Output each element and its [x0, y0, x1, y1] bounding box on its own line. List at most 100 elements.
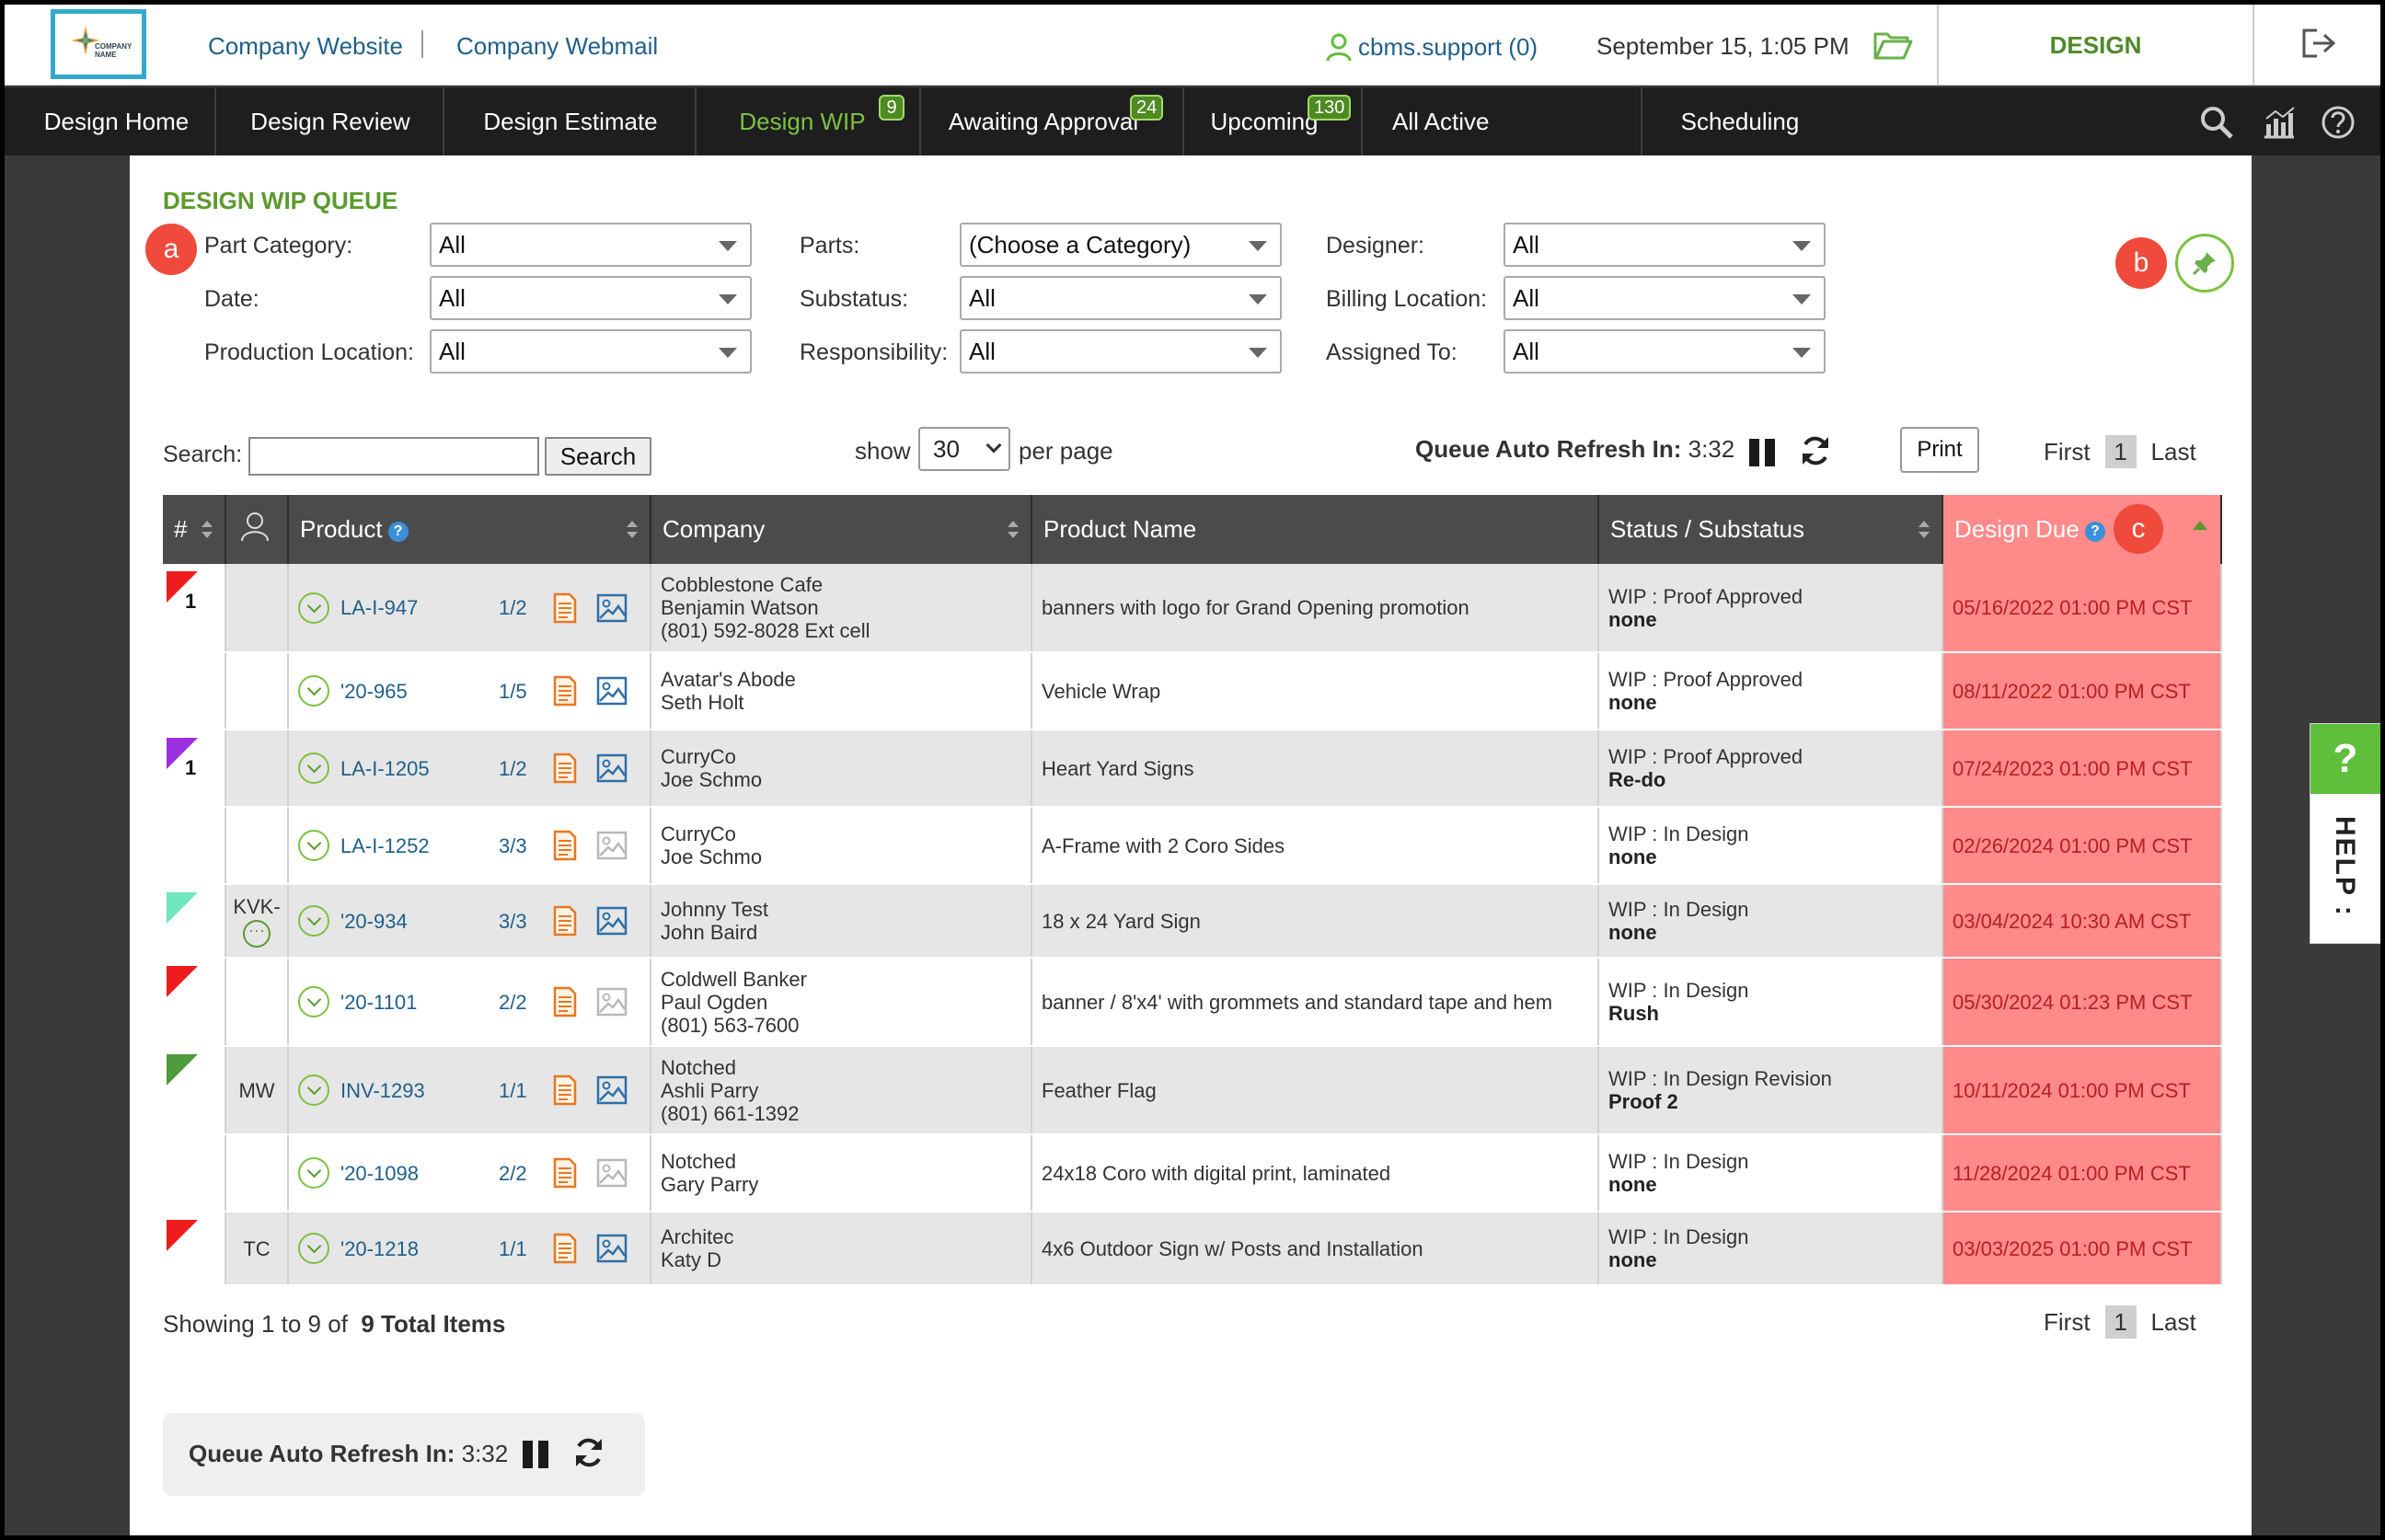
- product-part-count[interactable]: 2/2: [499, 1161, 527, 1185]
- product-part-count[interactable]: 1/1: [499, 1236, 527, 1260]
- table-row[interactable]: '20-1098 2/2 Notched Gary Parry 24x18 Coro w…: [163, 1134, 2222, 1212]
- table-row[interactable]: 1 LA-I-947 1/2 Cobblestone Cafe Benjamin Wat…: [163, 564, 2222, 653]
- more-assignees-icon[interactable]: ···: [243, 919, 271, 948]
- billing-location-select[interactable]: All: [1504, 276, 1826, 320]
- responsibility-select[interactable]: All: [960, 329, 1282, 374]
- column-header-product[interactable]: Product?: [288, 495, 651, 564]
- page-number[interactable]: 1: [2104, 1305, 2137, 1339]
- expand-row-icon[interactable]: [298, 830, 329, 861]
- product-part-count[interactable]: 1/5: [499, 679, 527, 703]
- pause-icon[interactable]: [1746, 437, 1778, 468]
- nav-all-active[interactable]: All Active: [1365, 87, 1642, 155]
- table-row[interactable]: MW INV-1293 1/1 Notched Ashli Parry (801) 661…: [163, 1046, 2222, 1135]
- expand-row-icon[interactable]: [298, 1075, 329, 1106]
- nav-design-review[interactable]: Design Review: [218, 87, 444, 155]
- product-code-link[interactable]: INV-1293: [340, 1078, 425, 1102]
- image-icon[interactable]: [596, 1158, 628, 1188]
- image-icon[interactable]: [596, 831, 628, 860]
- product-part-count[interactable]: 1/1: [499, 1078, 527, 1102]
- table-row[interactable]: '20-1101 2/2 Coldwell Banker Paul Ogden (801…: [163, 958, 2222, 1047]
- help-circle-icon[interactable]: [2320, 104, 2356, 141]
- product-code-link[interactable]: '20-934: [340, 909, 408, 933]
- column-header-status[interactable]: Status / Substatus: [1598, 495, 1943, 564]
- product-code-link[interactable]: '20-1101: [340, 990, 418, 1014]
- designer-select[interactable]: All: [1504, 223, 1826, 267]
- table-row[interactable]: LA-I-1252 3/3 CurryCo Joe Schmo A-Frame with…: [163, 807, 2222, 885]
- substatus-select[interactable]: All: [960, 276, 1282, 320]
- nav-awaiting-approval[interactable]: Awaiting Approval 24: [923, 87, 1184, 155]
- user-account[interactable]: cbms.support (0): [1325, 32, 1538, 62]
- image-icon[interactable]: [596, 987, 628, 1017]
- product-part-count[interactable]: 1/2: [499, 596, 527, 619]
- expand-row-icon[interactable]: [298, 905, 329, 937]
- table-row[interactable]: 1 LA-I-1205 1/2 CurryCo Joe Schmo Heart Yard …: [163, 730, 2222, 808]
- document-icon[interactable]: [552, 905, 578, 937]
- search-icon[interactable]: [2198, 104, 2235, 141]
- nav-design-wip[interactable]: Design WIP 9: [698, 87, 921, 155]
- product-part-count[interactable]: 1/2: [499, 756, 527, 780]
- assigned-to-select[interactable]: All: [1504, 329, 1826, 374]
- company-logo[interactable]: COMPANY NAME: [51, 9, 146, 79]
- column-header-company[interactable]: Company: [651, 495, 1032, 564]
- nav-upcoming[interactable]: Upcoming 130: [1186, 87, 1363, 155]
- product-part-count[interactable]: 3/3: [499, 833, 527, 857]
- image-icon[interactable]: [596, 753, 628, 783]
- parts-select[interactable]: (Choose a Category): [960, 223, 1282, 267]
- product-part-count[interactable]: 2/2: [499, 990, 527, 1014]
- product-code-link[interactable]: '20-1098: [340, 1161, 419, 1185]
- help-side-tab[interactable]: ? HELP :: [2310, 723, 2380, 944]
- expand-row-icon[interactable]: [298, 1233, 329, 1264]
- company-webmail-link[interactable]: Company Webmail: [456, 32, 659, 60]
- production-location-select[interactable]: All: [430, 329, 752, 374]
- product-code-link[interactable]: '20-965: [340, 679, 408, 703]
- table-row[interactable]: KVK- ··· '20-934 3/3 Johnny Test John Baird 18…: [163, 884, 2222, 959]
- expand-row-icon[interactable]: [298, 753, 329, 784]
- document-icon[interactable]: [552, 753, 578, 784]
- part-category-select[interactable]: All: [430, 223, 752, 267]
- expand-row-icon[interactable]: [298, 986, 329, 1017]
- nav-design-home[interactable]: Design Home: [5, 87, 216, 155]
- logout-icon[interactable]: [2300, 25, 2341, 62]
- expand-row-icon[interactable]: [298, 675, 329, 707]
- help-icon[interactable]: ?: [2084, 522, 2105, 542]
- first-page-link[interactable]: First: [2044, 438, 2091, 465]
- chart-icon[interactable]: [2261, 104, 2298, 141]
- document-icon[interactable]: [552, 675, 578, 707]
- expand-row-icon[interactable]: [298, 592, 329, 624]
- column-header-design-due[interactable]: Design Due? c: [1942, 495, 2222, 564]
- date-select[interactable]: All: [430, 276, 752, 320]
- document-icon[interactable]: [552, 830, 578, 861]
- folder-icon[interactable]: [1872, 29, 1913, 62]
- search-input[interactable]: [248, 437, 539, 476]
- expand-row-icon[interactable]: [298, 1157, 329, 1189]
- product-code-link[interactable]: '20-1218: [340, 1236, 419, 1260]
- pause-icon[interactable]: [520, 1439, 551, 1470]
- company-website-link[interactable]: Company Website: [208, 32, 403, 60]
- product-code-link[interactable]: LA-I-1252: [340, 833, 430, 857]
- last-page-link[interactable]: Last: [2150, 1308, 2196, 1336]
- product-code-link[interactable]: LA-I-1205: [340, 756, 430, 780]
- print-button[interactable]: Print: [1900, 427, 1979, 473]
- image-icon[interactable]: [596, 593, 628, 623]
- image-icon[interactable]: [596, 676, 628, 706]
- refresh-icon[interactable]: [1798, 433, 1833, 468]
- image-icon[interactable]: [596, 1075, 628, 1105]
- document-icon[interactable]: [552, 986, 578, 1017]
- refresh-icon[interactable]: [571, 1435, 606, 1470]
- design-module-tab[interactable]: DESIGN: [1937, 5, 2254, 86]
- document-icon[interactable]: [552, 1157, 578, 1189]
- document-icon[interactable]: [552, 1075, 578, 1106]
- product-part-count[interactable]: 3/3: [499, 909, 527, 933]
- nav-scheduling[interactable]: Scheduling: [1644, 87, 1836, 155]
- image-icon[interactable]: [596, 906, 628, 936]
- pin-filters-button[interactable]: [2175, 234, 2234, 293]
- column-header-number[interactable]: #: [163, 495, 226, 564]
- table-row[interactable]: '20-965 1/5 Avatar's Abode Seth Holt Vehicle…: [163, 652, 2222, 730]
- per-page-select[interactable]: 30: [918, 427, 1010, 471]
- first-page-link[interactable]: First: [2044, 1308, 2091, 1336]
- image-icon[interactable]: [596, 1234, 628, 1263]
- page-number[interactable]: 1: [2104, 435, 2137, 468]
- document-icon[interactable]: [552, 592, 578, 624]
- table-row[interactable]: TC '20-1218 1/1 Architec Katy D 4x6 Outdoor S…: [163, 1212, 2222, 1286]
- search-button[interactable]: Search: [545, 437, 651, 476]
